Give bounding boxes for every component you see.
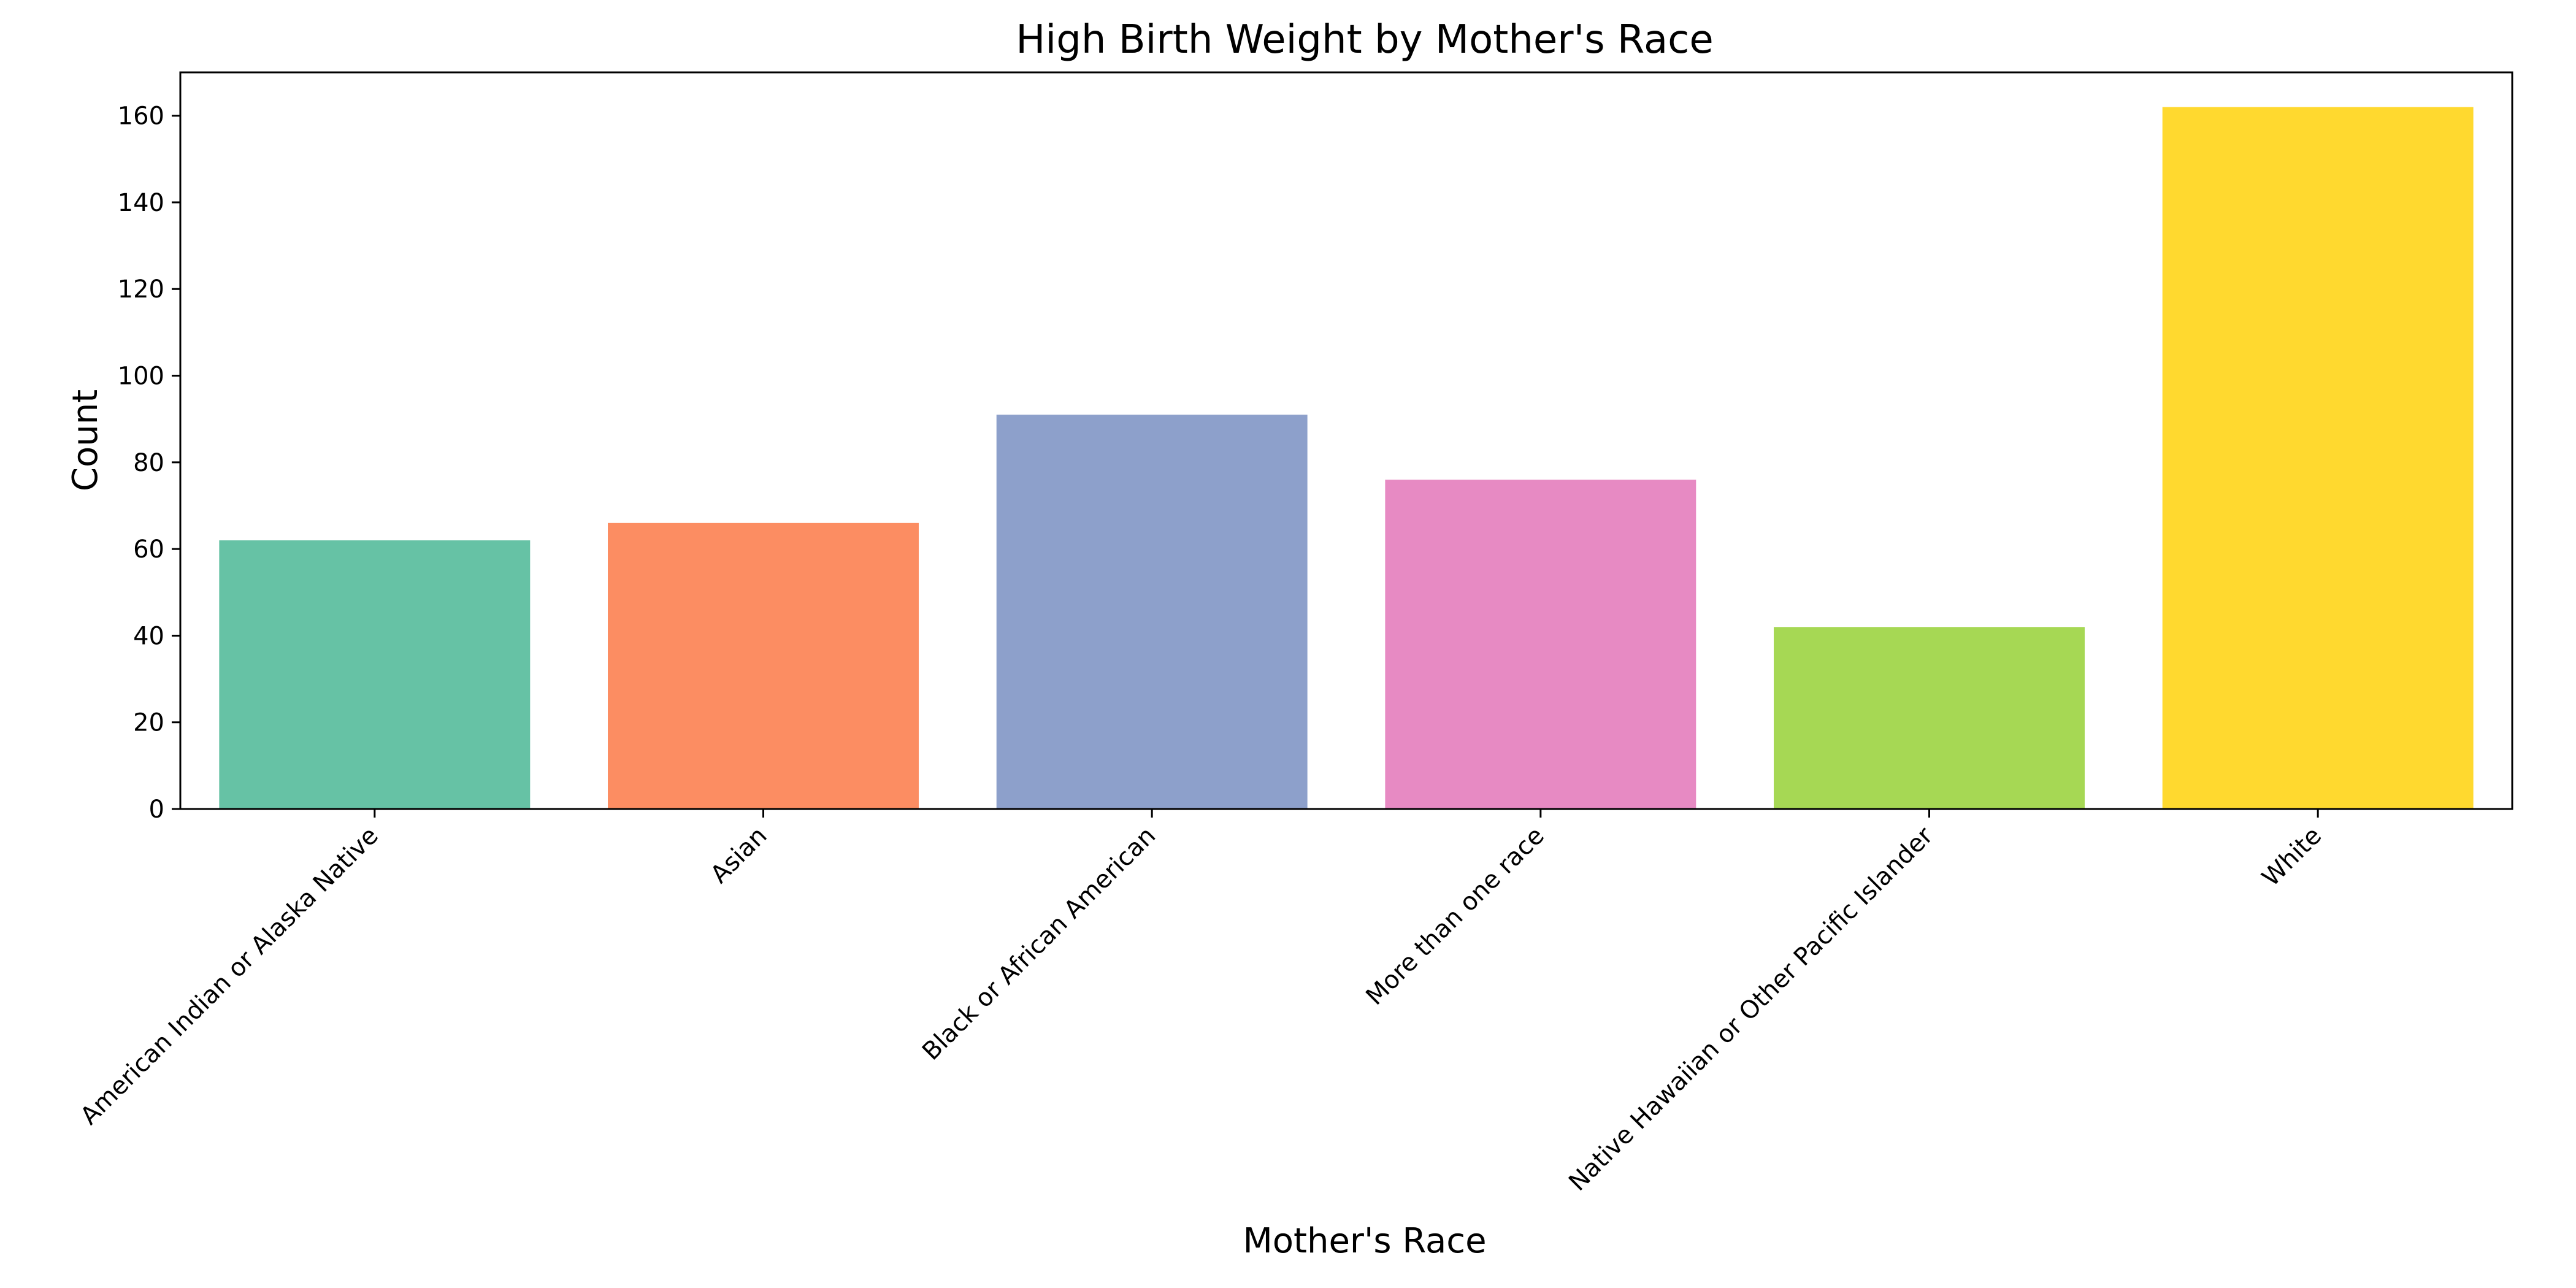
y-tick-label: 20 xyxy=(133,709,164,737)
bar-4 xyxy=(1774,627,2085,809)
bars-group xyxy=(219,107,2474,809)
bar-3 xyxy=(1385,480,1696,809)
plot-frame xyxy=(179,71,2513,810)
x-tick-label: More than one race xyxy=(1360,822,1549,1011)
y-tick-label: 120 xyxy=(118,275,164,304)
y-axis: 0 20 40 60 80 100 120 140 160 xyxy=(118,102,180,824)
bar-2 xyxy=(996,415,1308,809)
bar-1 xyxy=(608,523,919,809)
y-tick-label: 160 xyxy=(118,102,164,131)
bar-0 xyxy=(219,540,531,809)
chart-title: High Birth Weight by Mother's Race xyxy=(1016,17,1713,63)
y-tick-label: 0 xyxy=(149,795,164,824)
y-tick-label: 140 xyxy=(118,189,164,217)
x-tick-label: Black or African American xyxy=(917,822,1161,1066)
y-tick-label: 40 xyxy=(133,622,164,650)
y-axis-title: Count xyxy=(66,389,105,491)
y-tick-label: 80 xyxy=(133,449,164,477)
y-tick-label: 60 xyxy=(133,535,164,564)
x-tick-label: American Indian or Alaska Native xyxy=(75,822,383,1130)
y-tick-label: 100 xyxy=(118,362,164,391)
x-axis: American Indian or Alaska Native Asian Bla… xyxy=(75,809,2327,1197)
bar-5 xyxy=(2162,107,2474,809)
x-tick-label: Asian xyxy=(705,822,773,889)
x-tick-label: Native Hawaiian or Other Pacific Islande… xyxy=(1563,821,1939,1197)
x-tick-label: White xyxy=(2256,822,2327,892)
x-axis-title: Mother's Race xyxy=(1243,1221,1486,1261)
